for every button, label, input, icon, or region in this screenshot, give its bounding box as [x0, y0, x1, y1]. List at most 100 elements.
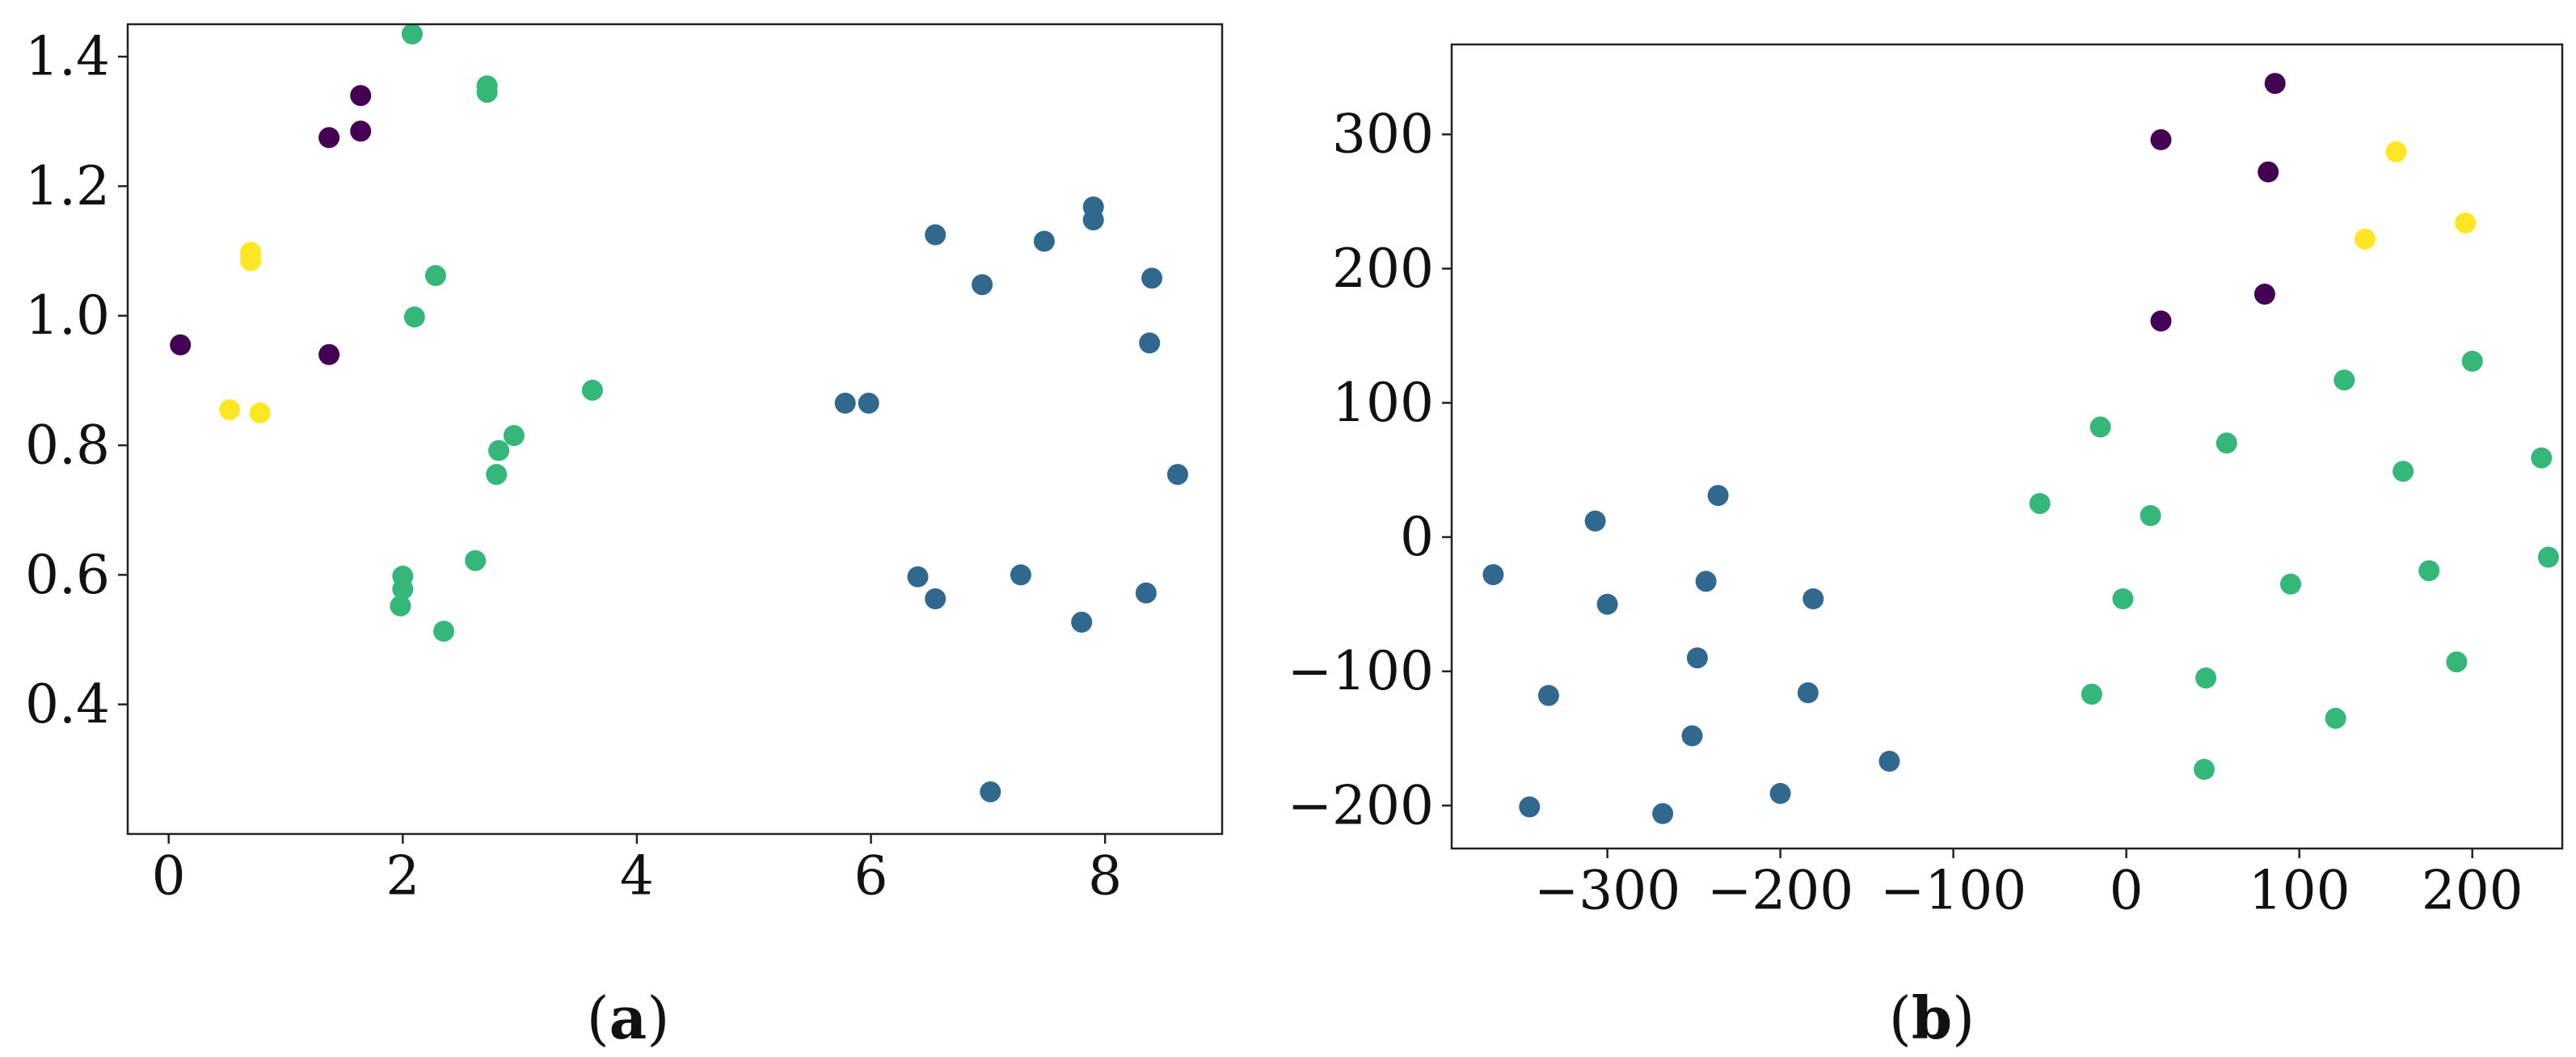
data-point	[972, 274, 993, 296]
x-tick-label: 0	[2110, 860, 2144, 922]
data-point	[2150, 310, 2172, 332]
data-point	[1482, 564, 1504, 586]
data-point	[424, 265, 446, 286]
data-point	[2446, 651, 2468, 673]
data-point	[2455, 212, 2477, 234]
data-point	[350, 120, 372, 142]
y-tick-label: 1.0	[25, 284, 110, 347]
data-point	[392, 579, 414, 600]
data-point	[2258, 161, 2279, 183]
y-tick-label: 100	[1332, 372, 1434, 434]
x-tick-label: −200	[1707, 860, 1853, 922]
panel-caption: (b)	[1889, 983, 1975, 1052]
data-point	[350, 85, 372, 107]
data-point	[1797, 682, 1819, 704]
data-point	[1139, 332, 1161, 354]
panel-a-scatter-chart: 0 2 4 6 8 0.4 0.6 0.8 1.0 1.2 1.4 (a)	[25, 23, 1224, 1052]
data-point	[390, 595, 411, 617]
data-point	[1010, 564, 1031, 586]
data-point	[2029, 493, 2051, 515]
data-point	[2216, 432, 2237, 454]
data-point	[1584, 510, 1606, 532]
plot-frame	[1450, 43, 2564, 850]
y-tick-label: 0.8	[25, 414, 110, 476]
data-point	[1537, 684, 1559, 706]
data-point	[2461, 351, 2483, 372]
data-point	[170, 334, 192, 356]
data-point	[476, 82, 498, 103]
data-point	[2537, 546, 2559, 568]
y-tick-label: 0.6	[25, 544, 110, 606]
y-tick-label: −100	[1288, 640, 1434, 702]
data-point	[834, 392, 856, 414]
y-tick-label: 1.2	[25, 155, 110, 217]
data-point	[465, 550, 487, 571]
y-tick-label: 1.4	[25, 26, 110, 88]
data-point	[2140, 505, 2161, 526]
data-point	[1082, 209, 1104, 231]
data-point	[2418, 560, 2440, 582]
data-point	[980, 781, 1001, 802]
data-point	[2334, 369, 2355, 391]
data-point	[581, 379, 603, 401]
data-point	[2355, 228, 2376, 250]
data-point	[318, 127, 340, 149]
data-point	[1681, 725, 1703, 747]
data-point	[907, 566, 929, 587]
x-tick-label: 200	[2422, 860, 2523, 922]
data-point	[2325, 707, 2346, 729]
data-point	[1802, 588, 1824, 609]
data-point	[486, 464, 508, 486]
data-point	[403, 306, 425, 328]
data-point	[1652, 802, 1674, 824]
y-tick-label: 0.4	[25, 673, 110, 735]
data-point	[249, 402, 271, 423]
plot-frame	[126, 23, 1224, 836]
data-point	[1769, 782, 1791, 804]
y-tick-label: 300	[1332, 103, 1434, 166]
x-tick-label: −300	[1534, 860, 1680, 922]
data-point	[1135, 582, 1157, 604]
data-point	[1686, 647, 1708, 669]
data-point	[2393, 461, 2414, 482]
data-point	[2253, 284, 2275, 305]
data-point	[503, 425, 525, 446]
x-tick-label: 6	[854, 845, 888, 908]
x-tick-label: 100	[2249, 860, 2350, 922]
data-point	[1519, 796, 1541, 818]
data-point	[1071, 611, 1093, 633]
data-point	[858, 392, 879, 414]
data-point	[1141, 267, 1163, 289]
data-point	[2089, 416, 2111, 438]
data-point	[1167, 464, 1188, 486]
data-point	[219, 399, 240, 420]
data-point	[2280, 573, 2301, 595]
x-tick-label: 2	[386, 845, 419, 908]
data-point	[1878, 751, 1900, 772]
data-point	[2194, 759, 2215, 780]
x-tick-label: 4	[620, 845, 654, 908]
data-point	[1596, 593, 1618, 615]
data-point	[240, 250, 262, 272]
y-tick-label: 0	[1400, 506, 1434, 568]
data-point	[925, 588, 947, 609]
y-tick-label: −200	[1288, 774, 1434, 836]
data-point	[925, 224, 947, 246]
x-tick-label: −100	[1880, 860, 2026, 922]
data-point	[2195, 667, 2217, 689]
panel-caption: (a)	[587, 983, 670, 1052]
data-point	[401, 23, 423, 44]
data-point	[2264, 73, 2286, 95]
data-point	[1033, 230, 1055, 252]
data-point	[488, 440, 510, 461]
data-point	[1695, 571, 1717, 592]
data-point	[2112, 588, 2134, 609]
panel-b-scatter-chart: −300 −200 −100 0 100 200 −200 −100 0 100 200 300 (b)	[1288, 43, 2564, 1052]
data-point	[2150, 128, 2172, 150]
data-point	[1707, 485, 1729, 507]
data-point	[2081, 684, 2102, 705]
x-tick-label: 8	[1088, 845, 1122, 908]
x-tick-label: 0	[152, 845, 186, 908]
data-point	[2385, 141, 2407, 162]
